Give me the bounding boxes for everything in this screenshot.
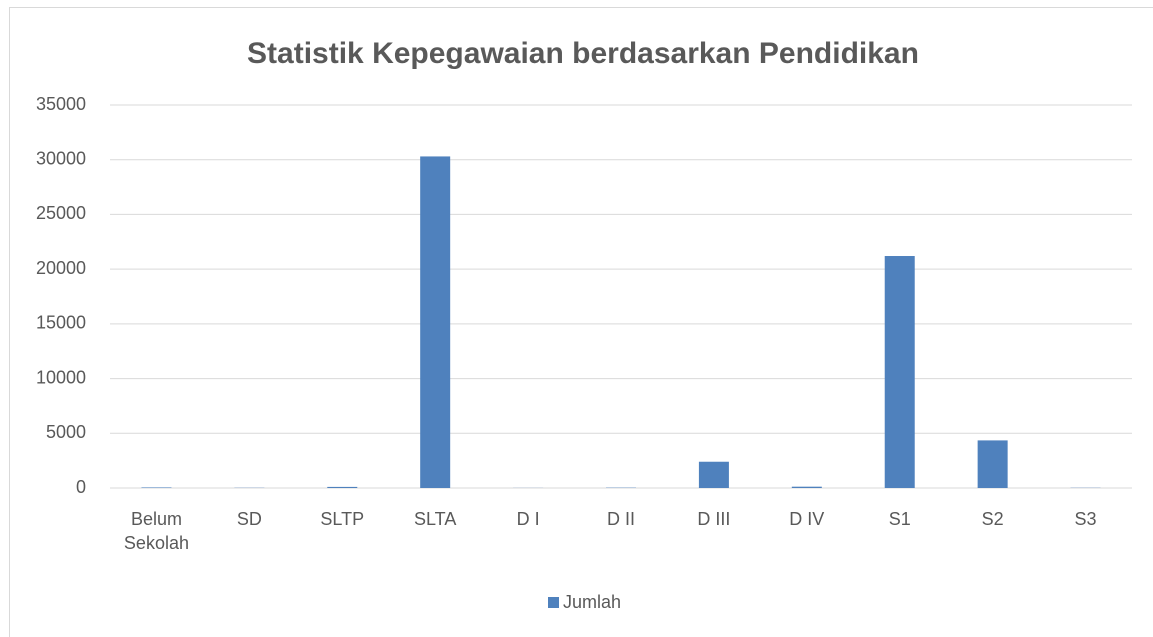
y-tick-label: 30000 xyxy=(36,148,86,168)
x-tick-label: S1 xyxy=(888,509,911,529)
bar xyxy=(141,487,172,488)
bar xyxy=(791,486,822,488)
y-tick-label: 0 xyxy=(76,477,86,497)
x-tick-label: Belum Sekolah xyxy=(123,509,189,553)
x-tick-label: D I xyxy=(516,509,540,529)
y-tick-label: 5000 xyxy=(46,422,86,442)
y-tick-label: 10000 xyxy=(36,367,86,387)
x-tick-label: D III xyxy=(697,509,731,529)
bar xyxy=(884,256,915,488)
x-tick-label: SLTP xyxy=(320,509,365,529)
x-tick-label: D II xyxy=(606,509,635,529)
bar xyxy=(420,156,451,488)
legend-label: Jumlah xyxy=(563,592,621,612)
x-tick-label: S2 xyxy=(981,509,1004,529)
bar xyxy=(327,486,358,488)
x-tick-label: SD xyxy=(236,509,262,529)
y-tick-label: 35000 xyxy=(36,94,86,114)
bar xyxy=(977,440,1008,488)
chart-title: Statistik Kepegawaian berdasarkan Pendid… xyxy=(247,37,919,70)
bar xyxy=(698,461,729,488)
legend-swatch xyxy=(548,597,559,608)
x-tick-label: S3 xyxy=(1074,509,1097,529)
y-tick-label: 15000 xyxy=(36,313,86,333)
x-tick-label: SLTA xyxy=(413,509,457,529)
chart-frame xyxy=(9,7,1153,637)
y-tick-label: 25000 xyxy=(36,203,86,223)
x-tick-label: D IV xyxy=(789,509,825,529)
y-tick-label: 20000 xyxy=(36,258,86,278)
